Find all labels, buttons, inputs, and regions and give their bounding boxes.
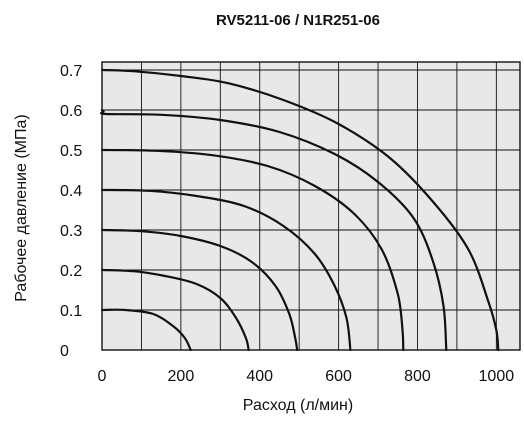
x-tick-labels: 0 200 400 600 800 1000 (98, 368, 515, 385)
grid (101, 62, 520, 351)
x-tick-label: 1000 (479, 368, 515, 385)
y-tick-label: 0 (60, 343, 69, 360)
series-curve (100, 308, 192, 352)
chart-title: RV5211-06 / N1R251-06 (216, 12, 380, 29)
series-curve (100, 188, 352, 352)
series-curve (100, 108, 448, 352)
x-tick-label: 600 (325, 368, 352, 385)
y-tick-label: 0.4 (60, 183, 82, 200)
y-tick-label: 0.5 (60, 143, 82, 160)
x-tick-label: 400 (246, 368, 273, 385)
series-curve (100, 68, 500, 352)
series-curve (100, 228, 299, 352)
y-tick-label: 0.1 (60, 303, 82, 320)
series-curve (100, 268, 250, 352)
x-tick-label: 0 (98, 368, 107, 385)
y-tick-label: 0.7 (60, 63, 82, 80)
x-tick-label: 800 (404, 368, 431, 385)
series-curve (100, 148, 405, 352)
x-tick-label: 200 (168, 368, 195, 385)
y-tick-label: 0.3 (60, 223, 82, 240)
y-tick-labels: 0 0.1 0.2 0.3 0.4 0.5 0.6 0.7 (60, 63, 82, 360)
x-axis-label: Расход (л/мин) (243, 397, 353, 414)
plot-frame (101, 61, 521, 351)
y-axis-label: Рабочее давление (МПа) (13, 114, 30, 301)
y-tick-label: 0.6 (60, 103, 82, 120)
y-tick-label: 0.2 (60, 263, 82, 280)
series-lines (100, 68, 500, 352)
